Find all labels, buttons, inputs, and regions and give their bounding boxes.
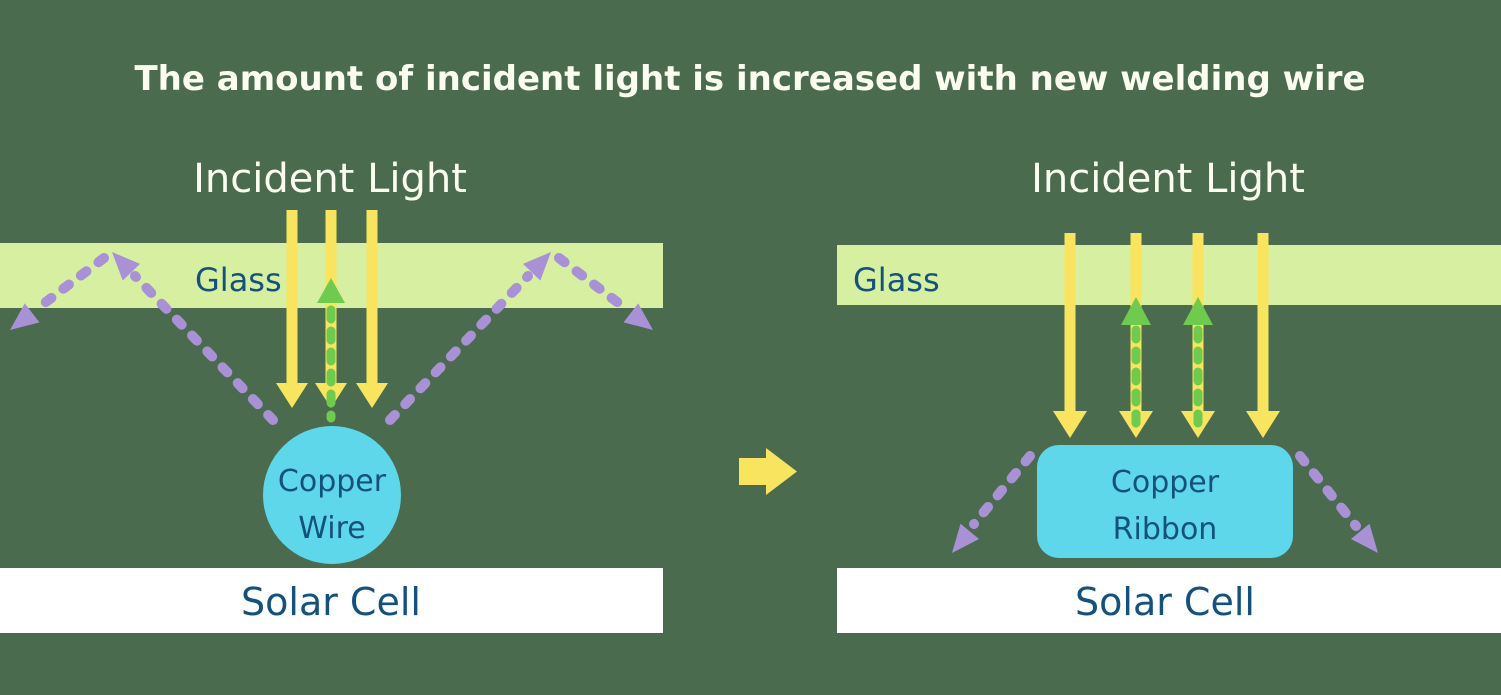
escaped-ray-segment <box>385 271 533 425</box>
recaptured-ray-head <box>1121 297 1151 325</box>
escaped-ray-head <box>952 523 980 553</box>
incident-ray-shaft <box>286 210 298 383</box>
incident-light-label: Incident Light <box>1031 156 1305 202</box>
copper-wire-label-line1: Copper <box>278 464 387 499</box>
incident-ray-shaft <box>1064 233 1076 411</box>
copper-ribbon-label-line1: Copper <box>1111 465 1220 500</box>
escaped-ray-left <box>10 252 278 425</box>
escaped-ray-head <box>112 252 141 281</box>
incident-ray-arrow <box>276 210 308 408</box>
left-panel: Incident Light Glass <box>0 156 663 633</box>
escaped-ray-head <box>522 252 551 281</box>
glass-label: Glass <box>195 261 282 299</box>
recaptured-ray-head <box>317 278 345 303</box>
incident-light-label: Incident Light <box>193 156 467 202</box>
glass-label: Glass <box>853 261 940 299</box>
incident-ray-head <box>1053 411 1087 438</box>
copper-ribbon-rect <box>1037 445 1293 558</box>
incident-ray-head <box>1246 411 1280 438</box>
escaped-ray-segment <box>969 451 1035 529</box>
escaped-ray-right <box>385 252 653 425</box>
escaped-ray-segment <box>29 253 109 316</box>
escaped-ray-head <box>623 303 653 330</box>
page-title: The amount of incident light is increase… <box>134 59 1365 99</box>
incident-ray-arrow <box>356 210 388 408</box>
incident-ray-arrow <box>1246 233 1280 438</box>
solar-cell <box>837 568 1501 633</box>
escaped-ray-segment <box>130 271 278 425</box>
escaped-ray-right <box>1295 451 1378 553</box>
recaptured-ray-arrow <box>317 278 345 423</box>
transition-arrow-icon <box>739 448 797 495</box>
copper-wire-label-line2: Wire <box>298 511 365 546</box>
incident-ray-shaft <box>1257 233 1269 411</box>
incident-ray-head <box>356 383 388 408</box>
solar-cell <box>0 568 663 633</box>
solar-cell-label: Solar Cell <box>1075 580 1255 624</box>
copper-wire-circle <box>263 426 401 564</box>
incident-ray-head <box>276 383 308 408</box>
escaped-ray-segment <box>554 253 634 316</box>
recaptured-ray-arrow <box>1121 297 1151 439</box>
right-panel: Incident Light Glass <box>837 156 1501 633</box>
incident-ray-arrow <box>1053 233 1087 438</box>
escaped-ray-head <box>10 303 40 330</box>
escaped-ray-left <box>952 451 1035 553</box>
incident-ray-shaft <box>366 210 378 383</box>
copper-ribbon-label-line2: Ribbon <box>1113 512 1218 547</box>
solar-cell-label: Solar Cell <box>241 580 421 624</box>
recaptured-ray-arrow <box>1183 297 1213 439</box>
escaped-ray-segment <box>1295 451 1361 531</box>
escaped-ray-head <box>1350 523 1378 553</box>
recaptured-ray-head <box>1183 297 1213 325</box>
glass-layer <box>837 245 1501 305</box>
